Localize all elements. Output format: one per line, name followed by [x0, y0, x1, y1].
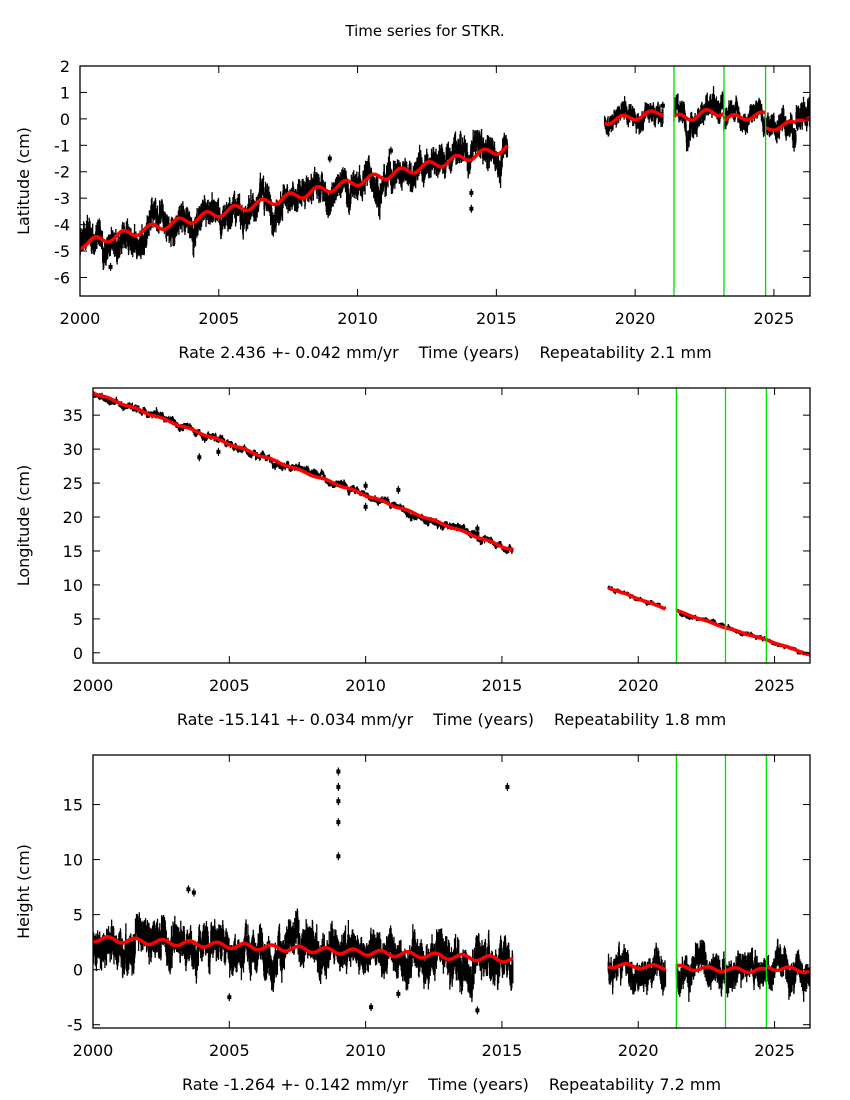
x-tick-label: 2015	[482, 676, 523, 695]
x-tick-label: 2025	[754, 676, 795, 695]
outlier-point	[197, 455, 202, 460]
model-curve	[725, 626, 767, 642]
chart-title: Time series for STKR.	[345, 22, 505, 40]
repeatability-text: Repeatability 1.8 mm	[554, 710, 726, 729]
x-tick-label: 2020	[618, 676, 659, 695]
x-tick-label: 2015	[476, 309, 517, 328]
x-tick-label: 2005	[198, 309, 239, 328]
x-axis-label: Time (years)	[418, 343, 520, 362]
x-tick-label: 2000	[60, 309, 101, 328]
y-tick-label: 25	[63, 474, 83, 493]
y-tick-label: 5	[73, 610, 83, 629]
outlier-point	[469, 206, 474, 211]
x-tick-label: 2000	[73, 676, 114, 695]
model-curve	[93, 391, 514, 552]
data-segment	[795, 96, 810, 132]
x-tick-label: 2025	[754, 309, 795, 328]
outlier-point	[475, 531, 480, 536]
plot-area	[93, 391, 810, 657]
rate-text: Rate 2.436 +- 0.042 mm/yr	[178, 343, 399, 362]
plot-area	[80, 86, 810, 271]
y-tick-label: 35	[63, 406, 83, 425]
y-axis-label: Latitude (cm)	[14, 127, 33, 235]
y-tick-label: -4	[54, 216, 70, 235]
outlier-point	[660, 103, 665, 108]
model-curve	[764, 119, 797, 132]
plot-area	[93, 767, 810, 1015]
outlier-point	[396, 487, 401, 492]
x-tick-label: 2010	[337, 309, 378, 328]
y-tick-label: 0	[60, 110, 70, 129]
x-tick-label: 2010	[345, 676, 386, 695]
outlier-point	[327, 156, 332, 161]
y-tick-label: 10	[63, 576, 83, 595]
y-tick-label: -5	[54, 242, 70, 261]
outlier-point	[108, 264, 113, 269]
outlier-point	[469, 190, 474, 195]
y-tick-label: -3	[54, 189, 70, 208]
y-axis-label: Longitude (cm)	[14, 465, 33, 587]
model-curve	[80, 144, 509, 250]
rate-text: Rate -15.141 +- 0.034 mm/yr	[177, 710, 414, 729]
model-curve	[604, 109, 664, 126]
plot-frame	[92, 387, 811, 664]
x-axis-caption: Rate -15.141 +- 0.034 mm/yr Time (years) R…	[177, 710, 726, 729]
y-tick-label: 20	[63, 508, 83, 527]
y-tick-label: 15	[63, 542, 83, 561]
x-axis-label: Time (years)	[432, 710, 534, 729]
x-axis-caption: Rate 2.436 +- 0.042 mm/yr Time (years) Rep…	[178, 343, 711, 362]
y-tick-label: -2	[54, 163, 70, 182]
model-curve	[672, 108, 725, 122]
data-segment	[93, 908, 514, 1003]
plot-frame	[79, 65, 811, 297]
model-curve	[675, 608, 727, 630]
outlier-point	[475, 526, 480, 531]
y-tick-label: 0	[73, 644, 83, 663]
x-tick-label: 2005	[209, 676, 250, 695]
model-curve	[607, 586, 667, 611]
panel-longitude: 2000 2005 2010 2015 2020 202535302520151050Lo…	[14, 387, 811, 729]
outlier-point	[363, 504, 368, 509]
data-segment	[80, 128, 509, 270]
y-tick-label: 30	[63, 440, 83, 459]
data-segment	[603, 96, 664, 137]
data-segment	[673, 86, 725, 152]
y-tick-label: 2	[60, 57, 70, 76]
outlier-point	[216, 449, 221, 454]
y-tick-label: -6	[54, 268, 70, 287]
y-tick-label: -1	[54, 136, 70, 155]
panel-latitude: 2000 2005 2010 2015 2020 2025 2 1 0 -1 -2 -3 -4 -5 -6 L…	[14, 57, 811, 362]
model-curve	[765, 638, 810, 657]
x-tick-label: 2020	[615, 309, 656, 328]
outlier-point	[388, 148, 393, 153]
outlier-point	[363, 483, 368, 488]
model-curve	[722, 110, 767, 123]
y-tick-label: 1	[60, 83, 70, 102]
repeatability-text: Repeatability 2.1 mm	[540, 343, 712, 362]
